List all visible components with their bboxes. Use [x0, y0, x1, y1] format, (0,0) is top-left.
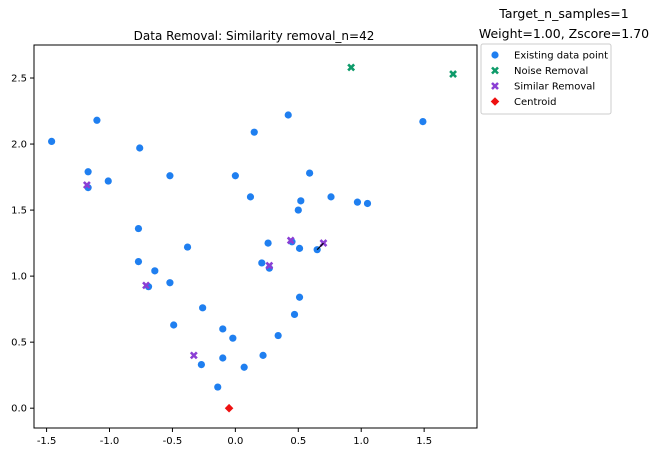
existing-data-point-point	[284, 111, 292, 119]
existing-data-point-point	[297, 197, 305, 205]
existing-data-point-point	[295, 293, 304, 301]
legend-marker	[490, 97, 500, 106]
existing-data-point-point	[229, 334, 237, 342]
existing-data-point-point	[166, 279, 174, 287]
similar-removal-point	[189, 351, 198, 360]
x-tick-label: 1.5	[416, 436, 432, 447]
existing-data-point-point	[353, 198, 362, 206]
connector-line	[316, 242, 324, 251]
similar-removal-point	[82, 181, 91, 189]
existing-data-point-point	[363, 199, 372, 208]
legend-box	[480, 43, 612, 115]
similar-removal-point	[286, 236, 295, 245]
existing-data-point-point	[419, 118, 427, 126]
legend-label: Existing data point	[514, 51, 608, 62]
similar-removal-point	[142, 281, 150, 290]
chart-title: Data Removal: Similarity removal_n=42	[134, 29, 375, 43]
existing-data-point-point	[199, 304, 207, 312]
existing-data-point-point	[306, 169, 314, 177]
existing-data-point-point	[104, 177, 112, 185]
header-target-samples: Target_n_samples=1	[498, 6, 628, 21]
existing-data-point-point	[231, 172, 239, 180]
x-tick-label: -1.0	[100, 436, 120, 447]
existing-data-point-point	[48, 137, 56, 146]
series-existing-data-point	[48, 111, 427, 391]
y-tick-label: 2.0	[11, 140, 27, 151]
header-weight-zscore: Weight=1.00, Zscore=1.70	[479, 26, 649, 41]
legend-marker	[491, 51, 499, 59]
y-tick-label: 0.0	[11, 404, 27, 415]
centroid-point	[224, 403, 234, 413]
existing-data-point-point	[84, 168, 92, 176]
existing-data-point-point	[219, 354, 227, 362]
existing-data-point-point	[264, 239, 272, 247]
existing-data-point-point	[259, 351, 267, 359]
existing-data-point-point	[93, 116, 101, 124]
existing-data-point-point	[240, 363, 248, 371]
noise-removal-point	[347, 63, 356, 72]
existing-data-point-point	[246, 193, 255, 201]
existing-data-point-point	[166, 172, 174, 180]
y-tick-label: 1.0	[11, 272, 27, 283]
axis-ticks: -1.5 -1.0 -0.5 0.0 0.5 1.0 1.5 0.0 0.5 1.0 1.5 2.0 2…	[11, 74, 432, 447]
existing-data-point-point	[136, 144, 144, 152]
existing-data-point-point	[258, 259, 266, 267]
legend-marker	[491, 66, 499, 75]
noise-removal-point	[449, 70, 458, 78]
x-tick-label: -1.5	[37, 436, 57, 447]
legend-label: Noise Removal	[514, 66, 588, 77]
existing-data-point-point	[274, 331, 282, 340]
existing-data-point-point	[197, 361, 205, 369]
series-similar-removal	[82, 181, 328, 360]
series-centroid	[224, 403, 234, 413]
legend-label: Similar Removal	[514, 82, 595, 93]
y-tick-label: 2.5	[11, 74, 27, 85]
existing-data-point-point	[183, 243, 192, 251]
plot-area	[48, 63, 458, 413]
x-tick-label: 1.0	[353, 436, 369, 447]
existing-data-point-point	[290, 310, 299, 319]
legend-label: Centroid	[514, 97, 557, 108]
x-tick-label: 0.0	[227, 436, 243, 447]
existing-data-point-point	[151, 267, 159, 275]
x-tick-label: -0.5	[163, 436, 183, 447]
existing-data-point-point	[327, 193, 335, 201]
legend-marker	[491, 82, 499, 90]
existing-data-point-point	[170, 321, 178, 329]
existing-data-point-point	[250, 128, 258, 136]
existing-data-point-point	[219, 325, 227, 333]
y-tick-label: 0.5	[11, 338, 27, 349]
x-tick-label: 0.5	[290, 436, 306, 447]
series-noise-removal	[347, 63, 458, 78]
existing-data-point-point	[134, 224, 143, 233]
y-tick-label: 1.5	[11, 206, 27, 217]
existing-data-point-point	[294, 206, 302, 214]
legend: Existing data point Noise Removal Similar …	[480, 43, 612, 115]
existing-data-point-point	[214, 383, 222, 391]
plot-frame	[33, 44, 478, 429]
similar-removal-point	[265, 261, 274, 270]
existing-data-point-point	[295, 244, 304, 252]
existing-data-point-point	[134, 257, 143, 266]
